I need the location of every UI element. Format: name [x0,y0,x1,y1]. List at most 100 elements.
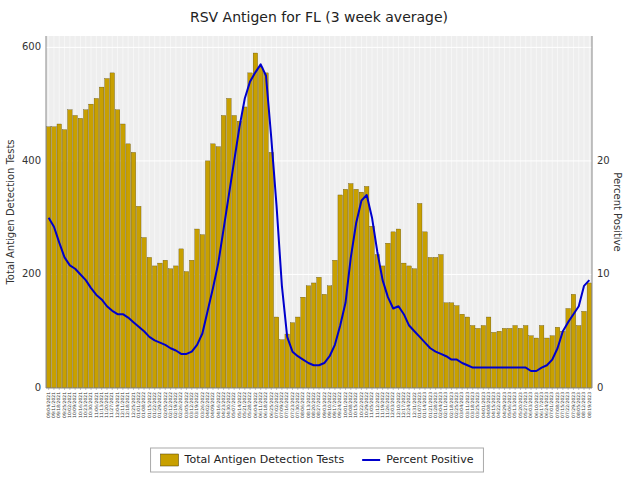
x-tick [170,388,171,390]
x-tick [144,388,145,390]
x-tick-label: 10/30/2021 [88,392,93,418]
bar [301,297,306,388]
bar [243,107,248,388]
bar [449,303,454,388]
x-tick [223,388,224,390]
bar [248,73,253,388]
x-tick-label: 08/06/2022 [300,392,305,418]
bar [571,294,576,388]
bar [364,186,369,388]
x-tick-label: 07/29/2023 [571,392,576,418]
x-tick-label: 05/27/2023 [523,392,528,418]
x-tick-label: 02/11/2023 [443,392,448,418]
bar [460,314,465,388]
x-tick-label: 11/20/2021 [104,392,109,418]
x-tick-label: 07/16/2022 [284,392,289,418]
x-tick [493,388,494,390]
x-tick [536,388,537,390]
x-tick-label: 07/08/2023 [555,392,560,418]
bar [190,260,195,388]
bar [280,340,285,388]
bar [423,232,428,388]
bar [290,323,295,388]
x-tick [557,388,558,390]
x-tick-label: 12/04/2021 [115,392,120,418]
legend-label: Total Antigen Detection Tests [184,453,345,466]
x-tick [207,388,208,390]
x-tick-label: 09/24/2022 [337,392,342,418]
bar [115,110,120,388]
bar [587,283,592,388]
x-tick-label: 02/25/2023 [454,392,459,418]
y-tick-label: 0 [35,382,41,393]
bar [497,331,502,388]
bar [84,110,89,388]
x-tick [212,388,213,390]
bar [349,184,354,388]
x-tick-label: 08/27/2022 [316,392,321,418]
x-tick-label: 11/06/2021 [94,392,99,418]
bar [68,110,73,388]
x-tick-label: 06/17/2023 [539,392,544,418]
x-tick [350,388,351,390]
x-tick [531,388,532,390]
x-tick-label: 10/29/2022 [364,392,369,418]
x-tick-label: 06/24/2023 [544,392,549,418]
x-tick-label: 05/28/2022 [247,392,252,418]
x-tick-label: 12/31/2022 [412,392,417,418]
x-tick [117,388,118,390]
x-tick [366,388,367,390]
x-tick-label: 08/13/2022 [306,392,311,418]
x-tick [483,388,484,390]
x-tick-label: 01/28/2023 [433,392,438,418]
grid-line [552,36,553,388]
x-tick [154,388,155,390]
bar [534,338,539,388]
x-tick [382,388,383,390]
x-tick [80,388,81,390]
x-tick-label: 12/03/2022 [390,392,395,418]
x-tick-label: 12/24/2022 [406,392,411,418]
marks [46,53,591,388]
chart: 02004006000102009/04/202109/11/202109/18… [0,0,634,480]
bar [227,98,232,388]
legend-item: Total Antigen Detection Tests [161,453,345,466]
x-tick-label: 02/26/2022 [178,392,183,418]
x-tick [525,388,526,390]
x-tick-label: 03/11/2023 [465,392,470,418]
grid-line [531,36,532,388]
x-tick [446,388,447,390]
y2-axis-line [592,36,593,388]
x-tick-label: 10/02/2021 [67,392,72,418]
x-tick-label: 11/19/2022 [380,392,385,418]
x-tick [255,388,256,390]
x-tick [292,388,293,390]
x-tick [133,388,134,390]
bar [539,326,544,388]
x-tick-label: 01/08/2022 [141,392,146,418]
bar [174,266,179,388]
bar [158,263,163,388]
x-tick-label: 10/01/2022 [343,392,348,418]
bar [439,255,444,388]
bar [57,124,62,388]
x-tick-label: 06/18/2022 [263,392,268,418]
bar [142,238,147,388]
x-tick [504,388,505,390]
bar [73,115,78,388]
bar [523,326,528,388]
y-axis-line [46,36,47,388]
bar [317,277,322,388]
x-tick-label: 09/25/2021 [62,392,67,418]
x-tick [239,388,240,390]
bar [576,326,581,388]
x-tick-label: 05/21/2022 [242,392,247,418]
bar [513,326,518,388]
x-tick [414,388,415,390]
x-tick-label: 02/12/2022 [168,392,173,418]
bar [105,79,110,388]
x-tick-label: 04/16/2022 [216,392,221,418]
x-tick-label: 01/01/2022 [136,392,141,418]
bar [508,328,513,388]
x-tick-label: 03/25/2023 [475,392,480,418]
